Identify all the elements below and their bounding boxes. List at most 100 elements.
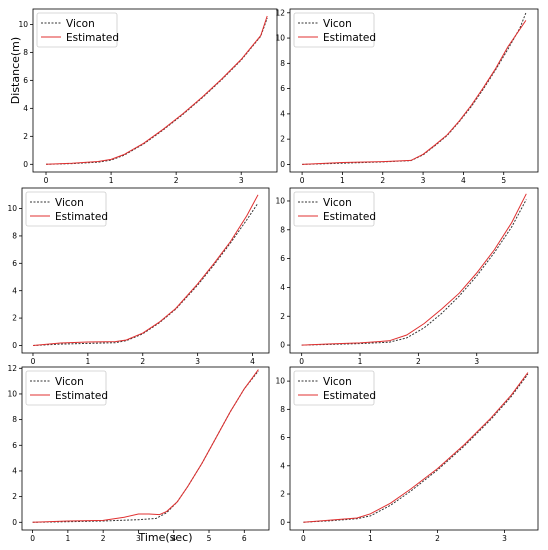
- y-tick-label: 12: [7, 364, 17, 373]
- legend-box: [293, 12, 375, 48]
- series-line-vicon: [32, 202, 259, 346]
- y-tick-label: 4: [12, 286, 17, 295]
- series-line-estimated: [32, 194, 259, 346]
- x-tick-label: 2: [435, 534, 440, 543]
- legend-entry: Vicon: [66, 18, 95, 30]
- y-tick-label: 10: [7, 390, 17, 399]
- y-tick-label: 6: [12, 441, 17, 450]
- y-tick-label: 6: [23, 76, 28, 85]
- y-tick-label: 8: [280, 59, 285, 68]
- x-tick-label: 3: [474, 357, 479, 366]
- y-tick-label: 6: [280, 84, 285, 93]
- y-tick-label: 2: [12, 314, 17, 323]
- chart-panel-6: 0 1 2 3 0 2 4 6 8 10 Vicon Estimated: [275, 366, 539, 543]
- x-tick-label: 0: [30, 534, 35, 543]
- y-tick-label: 8: [280, 225, 285, 234]
- chart-panel-4: 0 1 2 3 0 2 4 6 8 10 Vicon Estimated: [275, 187, 539, 366]
- x-tick-label: 0: [301, 534, 306, 543]
- y-tick-label: 0: [23, 160, 28, 169]
- y-tick-label: 0: [12, 341, 17, 350]
- y-tick-label: 0: [12, 518, 17, 527]
- y-tick-label: 8: [12, 232, 17, 241]
- x-tick-label: 5: [207, 534, 212, 543]
- y-tick-label: 8: [12, 415, 17, 424]
- x-tick-label: 2: [380, 176, 385, 185]
- legend-entry: Vicon: [55, 376, 84, 388]
- plot-frame: [289, 187, 539, 354]
- y-tick-label: 4: [280, 283, 285, 292]
- y-tick-label: 0: [280, 160, 285, 169]
- legend-entry: Estimated: [323, 390, 376, 402]
- legend-box: [293, 191, 375, 227]
- x-axis-label: Time(sec): [137, 531, 192, 544]
- x-tick-label: 1: [368, 534, 373, 543]
- x-tick-label: 3: [195, 357, 200, 366]
- series-line-vicon: [303, 373, 529, 523]
- series-line-estimated: [301, 193, 527, 346]
- series-line-estimated: [303, 372, 529, 523]
- legend-entry: Vicon: [323, 18, 352, 30]
- y-tick-label: 6: [12, 259, 17, 268]
- x-tick-label: 3: [421, 176, 426, 185]
- x-tick-label: 3: [502, 534, 507, 543]
- series-line-vicon: [301, 199, 527, 346]
- y-tick-label: 2: [280, 312, 285, 321]
- legend-entry: Vicon: [323, 197, 352, 209]
- legend-box: [25, 370, 107, 406]
- plot-frame: [289, 366, 539, 531]
- y-tick-label: 2: [12, 492, 17, 501]
- x-tick-label: 0: [299, 357, 304, 366]
- series-line-estimated: [32, 369, 259, 523]
- x-tick-label: 4: [171, 534, 176, 543]
- y-tick-label: 2: [23, 132, 28, 141]
- y-tick-label: 10: [275, 377, 285, 386]
- x-tick-label: 6: [242, 534, 247, 543]
- y-tick-label: 0: [280, 341, 285, 350]
- plot-frame: [21, 187, 270, 354]
- x-tick-label: 1: [85, 357, 90, 366]
- legend-entry: Vicon: [55, 197, 84, 209]
- legend-entry: Estimated: [55, 211, 108, 223]
- x-tick-label: 1: [109, 176, 114, 185]
- chart-panel-3: 0 1 2 3 4 0 2 4 6 8 10 Vicon Estimated: [7, 187, 270, 366]
- x-tick-label: 3: [239, 176, 244, 185]
- y-tick-label: 4: [12, 467, 17, 476]
- y-tick-label: 2: [280, 490, 285, 499]
- legend-entry: Estimated: [323, 32, 376, 44]
- x-tick-label: 2: [416, 357, 421, 366]
- y-tick-label: 4: [280, 461, 285, 470]
- x-tick-label: 0: [44, 176, 49, 185]
- x-tick-label: 2: [140, 357, 145, 366]
- legend-entry: Estimated: [66, 32, 119, 44]
- y-tick-label: 2: [280, 135, 285, 144]
- y-tick-label: 8: [280, 405, 285, 414]
- x-tick-label: 3: [136, 534, 141, 543]
- legend-entry: Estimated: [323, 211, 376, 223]
- y-tick-label: 0: [280, 518, 285, 527]
- plot-frame: [32, 8, 278, 173]
- series-line-estimated: [302, 20, 527, 165]
- y-tick-label: 12: [275, 8, 285, 17]
- x-tick-label: 4: [250, 357, 255, 366]
- x-tick-label: 1: [65, 534, 70, 543]
- x-tick-label: 1: [340, 176, 345, 185]
- x-tick-label: 0: [300, 176, 305, 185]
- x-tick-label: 5: [501, 176, 506, 185]
- y-tick-label: 10: [18, 20, 28, 29]
- legend-box: [25, 191, 107, 227]
- x-tick-label: 1: [358, 357, 363, 366]
- y-tick-label: 6: [280, 433, 285, 442]
- legend-entry: Vicon: [323, 376, 352, 388]
- y-tick-label: 4: [23, 104, 28, 113]
- y-axis-label: Distance(m): [9, 37, 22, 104]
- legend-box: [36, 12, 118, 48]
- legend-box: [293, 370, 375, 406]
- chart-panel-1: 0 1 2 3 0 2 4 6 8 10 Vicon Estimated Distance(m): [9, 8, 278, 185]
- plot-frame: [21, 366, 270, 531]
- legend-entry: Estimated: [55, 390, 108, 402]
- x-tick-label: 2: [174, 176, 179, 185]
- x-tick-label: 2: [101, 534, 106, 543]
